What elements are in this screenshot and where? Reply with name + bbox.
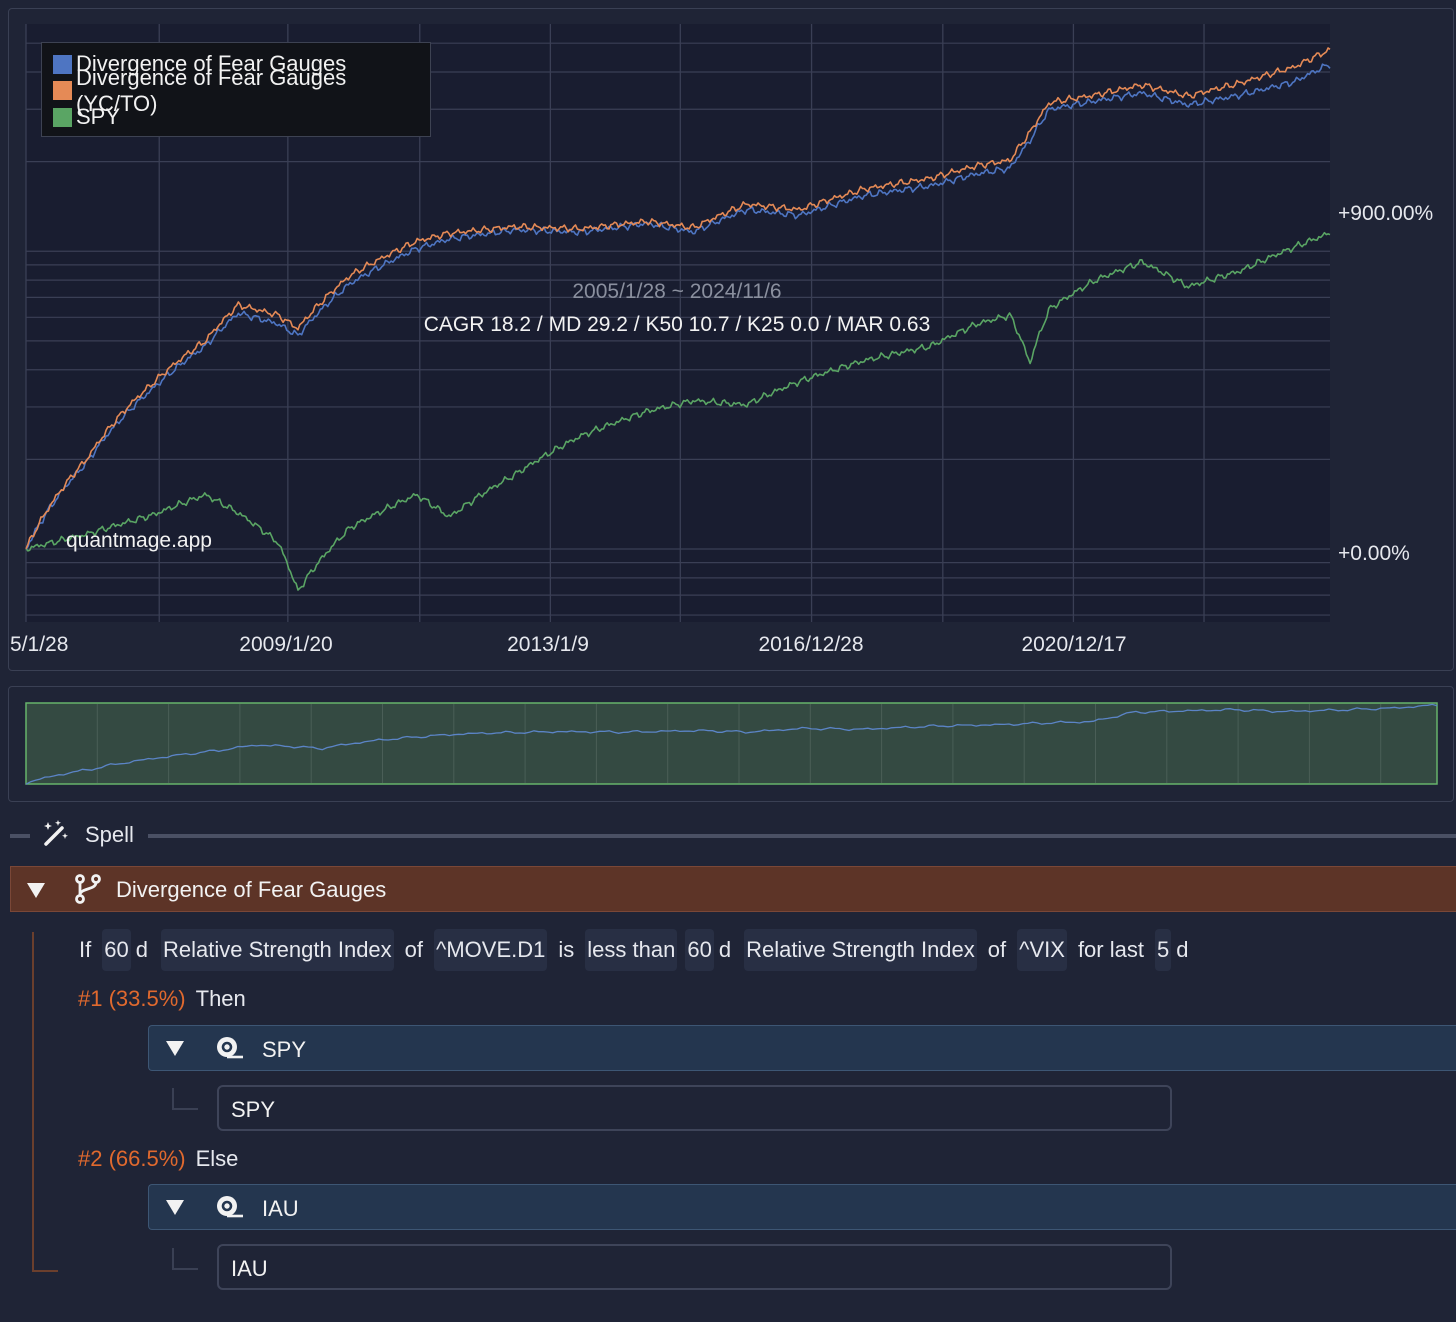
legend-item[interactable]: Divergence of Fear Gauges: [53, 51, 430, 78]
x-tick-label: 5/1/28: [10, 633, 68, 656]
case-keyword: Then: [195, 986, 246, 1011]
asset-node-header[interactable]: IAU: [148, 1184, 1456, 1230]
case-keyword: Else: [195, 1146, 239, 1171]
case-label-then: #1 (33.5%) Then: [78, 986, 246, 1012]
stats-label: CAGR 18.2 / MD 29.2 / K50 10.7 / K25 0.0…: [424, 313, 931, 336]
range-navigator-panel: [8, 686, 1454, 802]
legend-item[interactable]: SPY: [53, 104, 430, 131]
legend-label: SPY: [76, 104, 121, 130]
indicator-select[interactable]: Relative Strength Index: [744, 929, 977, 971]
is-keyword: is: [558, 937, 575, 962]
x-tick-label: 2009/1/20: [239, 633, 332, 656]
for-last-keyword: for last: [1077, 937, 1144, 962]
x-tick-label: 2013/1/9: [507, 633, 589, 656]
chart-series: [25, 47, 1331, 591]
unit-label: d: [718, 937, 732, 962]
ticker-input[interactable]: SPY: [217, 1085, 1172, 1131]
legend-item[interactable]: Divergence of Fear Gauges (YC/TO): [53, 65, 430, 116]
tree-connector: [32, 1270, 58, 1272]
collapse-triangle-icon[interactable]: [166, 1041, 184, 1056]
git-branch-icon: [75, 874, 101, 904]
tree-connector: [172, 1248, 198, 1270]
collapse-triangle-icon[interactable]: [166, 1200, 184, 1215]
comparator-select[interactable]: less than: [585, 929, 678, 971]
divider: [148, 834, 1456, 838]
magic-wand-icon: [44, 820, 68, 846]
window-length-field[interactable]: 60: [685, 929, 714, 971]
ticker-value: IAU: [231, 1256, 268, 1281]
ticker-input[interactable]: IAU: [217, 1244, 1172, 1290]
branch-node-header[interactable]: Divergence of Fear Gauges: [10, 866, 1456, 912]
y-tick-label: +0.00%: [1338, 542, 1410, 565]
of-keyword: of: [404, 937, 424, 962]
unit-label: d: [135, 937, 148, 962]
days-field[interactable]: 5: [1154, 929, 1172, 971]
of-keyword: of: [987, 937, 1007, 962]
y-tick-label: +900.00%: [1338, 202, 1433, 225]
spell-label: Spell: [85, 822, 134, 847]
ticker-field[interactable]: ^MOVE.D1: [434, 929, 548, 971]
asset-node-header[interactable]: SPY: [148, 1025, 1456, 1071]
chart-legend: Divergence of Fear Gauges Divergence of …: [41, 42, 431, 137]
x-tick-label: 2020/12/17: [1021, 633, 1126, 656]
legend-label: Divergence of Fear Gauges: [76, 51, 347, 77]
tree-connector: [32, 932, 34, 1272]
indicator-select[interactable]: Relative Strength Index: [160, 929, 394, 971]
legend-swatch: [53, 54, 72, 74]
unit-label: d: [1176, 937, 1189, 962]
if-keyword: If: [79, 937, 92, 962]
case-weight: #1 (33.5%): [78, 986, 186, 1011]
tree-connector: [172, 1088, 198, 1110]
ticker-asset-icon: [217, 1037, 243, 1059]
collapse-triangle-icon[interactable]: [27, 883, 45, 898]
case-weight: #2 (66.5%): [78, 1146, 186, 1171]
legend-swatch: [53, 81, 72, 101]
condition-row: If 60 d Relative Strength Index of ^MOVE…: [78, 928, 1189, 972]
watermark: quantmage.app: [66, 529, 212, 552]
legend-label: Divergence of Fear Gauges (YC/TO): [76, 64, 347, 116]
ticker-value: SPY: [231, 1097, 276, 1122]
asset-title: SPY: [262, 1037, 307, 1062]
legend-swatch: [53, 107, 72, 127]
chart-labels: 5/1/28 2009/1/20 2013/1/9 2016/12/28 2020/12…: [10, 202, 1433, 656]
series-line: [25, 47, 1331, 550]
x-tick-label: 2016/12/28: [758, 633, 863, 656]
divider: [10, 834, 30, 838]
case-label-else: #2 (66.5%) Else: [78, 1146, 238, 1172]
ticker-field[interactable]: ^VIX: [1017, 929, 1067, 971]
period-label: 2005/1/28 ~ 2024/11/6: [572, 280, 781, 303]
series-line: [25, 63, 1331, 550]
spell-section-header: Spell: [0, 810, 1456, 860]
series-line: [25, 231, 1331, 591]
ticker-asset-icon: [217, 1196, 243, 1218]
branch-title: Divergence of Fear Gauges: [116, 877, 387, 902]
window-length-field[interactable]: 60: [102, 929, 131, 971]
asset-title: IAU: [262, 1196, 299, 1221]
